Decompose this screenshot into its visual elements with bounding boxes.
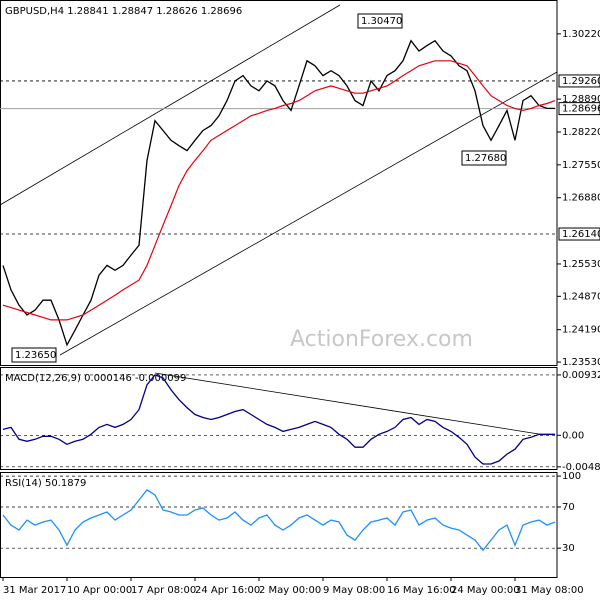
price-frame (0, 0, 558, 366)
x-tick-label: 24 May 00:00 (451, 585, 520, 596)
y-tick-label: 0.00 (562, 430, 584, 441)
annotation: 1.23650 (15, 350, 56, 361)
y-tick-label: 1.25530 (562, 259, 600, 270)
panel-title: RSI(14) 50.1879 (5, 478, 86, 489)
y-tick-label: 1.23530 (562, 357, 600, 368)
series-line (2, 39, 555, 347)
y-tick-label: -0.004866 (562, 462, 600, 473)
y-tick-label: 1.27550 (562, 160, 600, 171)
panel-title: MACD(12,26,9) 0.000146 -0.000099 (5, 373, 186, 384)
x-tick-label: 31 Mar 2017 (3, 585, 66, 596)
macd-frame (0, 367, 558, 470)
y-tick-label: 70 (562, 502, 575, 513)
level-box (558, 227, 600, 241)
macd-trendline (154, 372, 546, 436)
channel-lower (59, 71, 558, 356)
series-line (2, 489, 556, 552)
x-tick-label: 2 May 00:00 (259, 585, 321, 596)
y-tick-label: 0.009321 (562, 370, 600, 381)
y-tick-label: 1.28890 (562, 94, 600, 105)
annotation-box (461, 150, 507, 166)
y-tick-label: 1.24190 (562, 325, 600, 336)
channel-upper (0, 4, 341, 206)
x-tick-label: 17 Apr 08:00 (131, 585, 196, 596)
y-tick-label: 1.24870 (562, 291, 600, 302)
y-tick-label: 100 (562, 471, 581, 482)
y-tick-label: 1.30220 (562, 29, 600, 40)
level-label: 1.29260 (562, 76, 600, 87)
x-tick-label: 10 Apr 00:00 (67, 585, 132, 596)
y-tick-label: 30 (562, 543, 575, 554)
x-tick-label: 31 May 08:00 (515, 585, 584, 596)
panel-title: GBPUSD,H4 1.28841 1.28847 1.28626 1.2869… (5, 6, 242, 17)
annotation: 1.27680 (465, 153, 506, 164)
x-tick-label: 24 Apr 16:00 (195, 585, 260, 596)
level-label: 1.26140 (562, 229, 600, 240)
current-price-label: 1.28696 (562, 104, 600, 115)
series-line (2, 374, 555, 465)
y-tick-label: 1.28220 (562, 127, 600, 138)
annotation-box (11, 347, 57, 363)
series-line (2, 60, 556, 321)
watermark: ActionForex.com (290, 327, 473, 352)
annotation: 1.30470 (361, 16, 402, 27)
current-price-box (558, 102, 600, 116)
level-box (558, 74, 600, 88)
x-tick-label: 16 May 16:00 (387, 585, 456, 596)
x-tick-label: 9 May 08:00 (323, 585, 385, 596)
y-tick-label: 1.26880 (562, 193, 600, 204)
annotation-box (357, 13, 403, 29)
rsi-frame (0, 472, 558, 578)
